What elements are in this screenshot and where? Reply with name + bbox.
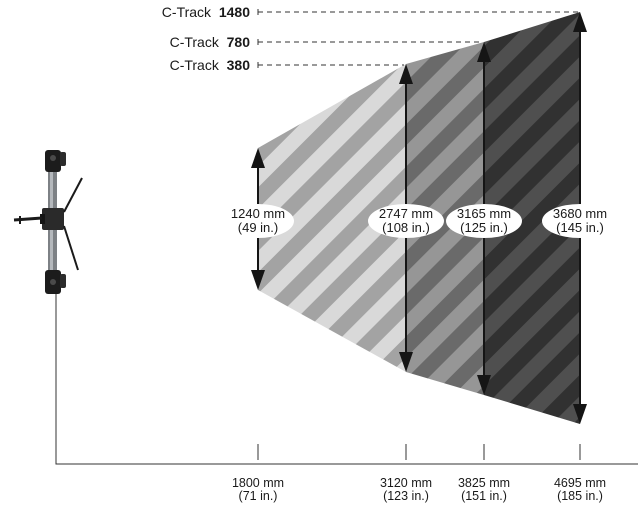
label-c-track-380-number: 380 xyxy=(223,57,250,73)
badge-2747: 2747 mm (108 in.) xyxy=(368,204,444,238)
badge-3680: 3680 mm (145 in.) xyxy=(542,204,618,238)
axis-ticks xyxy=(257,444,581,460)
label-c-track-780-prefix: C-Track xyxy=(170,34,220,50)
distance-3120-mm: 3120 mm xyxy=(380,476,432,490)
label-c-track-380-prefix: C-Track xyxy=(170,57,220,73)
badge-1240-mm: 1240 mm xyxy=(231,206,285,221)
badge-3165: 3165 mm (125 in.) xyxy=(446,204,522,238)
label-c-track-380: C-Track 380 xyxy=(170,57,251,73)
badge-1240-in: (49 in.) xyxy=(238,220,278,235)
badge-1240: 1240 mm (49 in.) xyxy=(222,204,294,238)
label-c-track-1480-number: 1480 xyxy=(215,4,250,20)
label-c-track-780: C-Track 780 xyxy=(170,34,251,50)
distance-axis xyxy=(55,292,638,465)
label-c-track-1480-prefix: C-Track xyxy=(162,4,212,20)
badge-3680-in: (145 in.) xyxy=(556,220,604,235)
distance-3120: 3120 mm (123 in.) xyxy=(380,476,432,503)
distance-4695-mm: 4695 mm xyxy=(554,476,606,490)
distance-3825-in: (151 in.) xyxy=(461,489,507,503)
zone-c-track-1480 xyxy=(484,12,580,424)
label-c-track-1480: C-Track 1480 xyxy=(162,4,250,20)
badge-3680-mm: 3680 mm xyxy=(553,206,607,221)
distance-3825: 3825 mm (151 in.) xyxy=(458,476,510,503)
badge-3165-in: (125 in.) xyxy=(460,220,508,235)
distance-3120-in: (123 in.) xyxy=(383,489,429,503)
badge-2747-mm: 2747 mm xyxy=(379,206,433,221)
zone-c-track-380 xyxy=(258,64,406,372)
leader-lines xyxy=(258,11,578,66)
distance-1800: 1800 mm (71 in.) xyxy=(232,476,284,503)
c-track-tracker-icon xyxy=(13,150,83,294)
distance-3825-mm: 3825 mm xyxy=(458,476,510,490)
badge-2747-in: (108 in.) xyxy=(382,220,430,235)
distance-4695-in: (185 in.) xyxy=(557,489,603,503)
badge-3165-mm: 3165 mm xyxy=(457,206,511,221)
label-c-track-780-number: 780 xyxy=(223,34,250,50)
distance-1800-in: (71 in.) xyxy=(239,489,278,503)
zone-c-track-780 xyxy=(406,42,484,395)
distance-4695: 4695 mm (185 in.) xyxy=(554,476,606,503)
distance-1800-mm: 1800 mm xyxy=(232,476,284,490)
